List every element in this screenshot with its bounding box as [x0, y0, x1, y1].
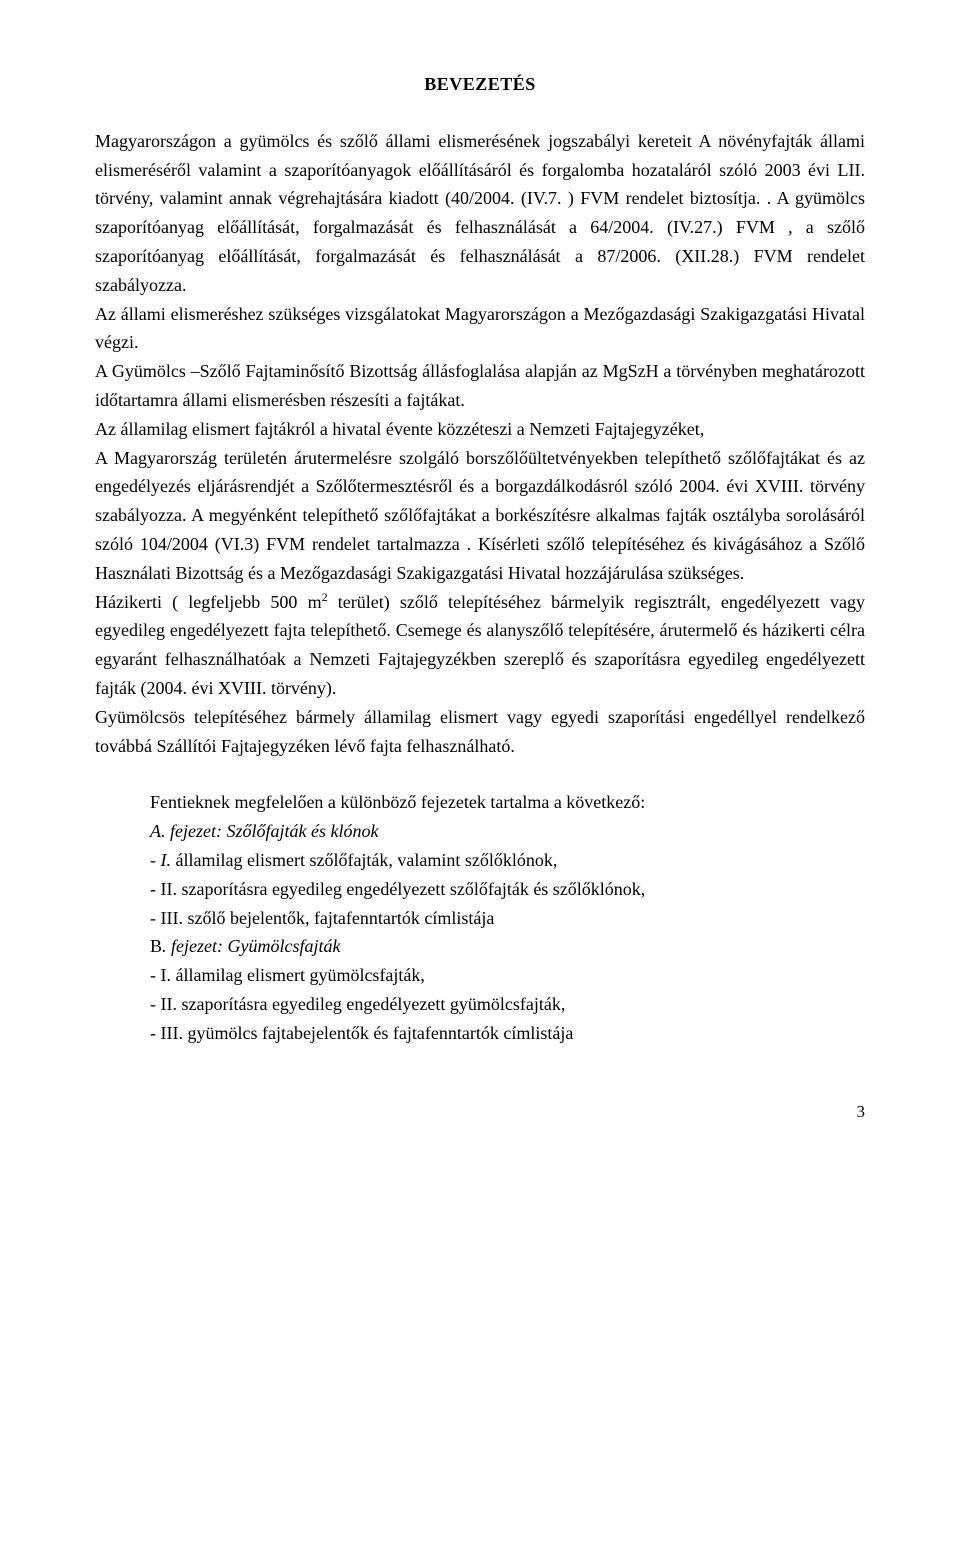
paragraph-6: Házikerti ( legfeljebb 500 m2 terület) s… [95, 588, 865, 703]
list-item: - II. szaporításra egyedileg engedélyeze… [150, 875, 865, 904]
paragraph-5: A Magyarország területén árutermelésre s… [95, 444, 865, 588]
paragraph-2: Az állami elismeréshez szükséges vizsgál… [95, 300, 865, 358]
page-number: 3 [95, 1098, 865, 1125]
paragraph-1: Magyarországon a gyümölcs és szőlő állam… [95, 127, 865, 300]
chapter-heading-b: B. fejezet: Gyümölcsfajták [150, 932, 865, 961]
paragraph-4: Az államilag elismert fajtákról a hivata… [95, 415, 865, 444]
list-item: - II. szaporításra egyedileg engedélyeze… [150, 990, 865, 1019]
page-title: BEVEZETÉS [95, 70, 865, 99]
chapter-heading-a: A. fejezet: Szőlőfajták és klónok [150, 817, 865, 846]
list-item: - I. államilag elismert gyümölcsfajták, [150, 961, 865, 990]
paragraph-3: A Gyümölcs –Szőlő Fajtaminősítő Bizottsá… [95, 357, 865, 415]
list-item: - I. államilag elismert szőlőfajták, val… [150, 846, 865, 875]
list-item: - III. gyümölcs fajtabejelentők és fajta… [150, 1019, 865, 1048]
paragraph-7: Gyümölcsös telepítéséhez bármely államil… [95, 703, 865, 761]
list-intro: Fentieknek megfelelően a különböző fejez… [150, 788, 865, 817]
list-item: - III. szőlő bejelentők, fajtafenntartók… [150, 904, 865, 933]
